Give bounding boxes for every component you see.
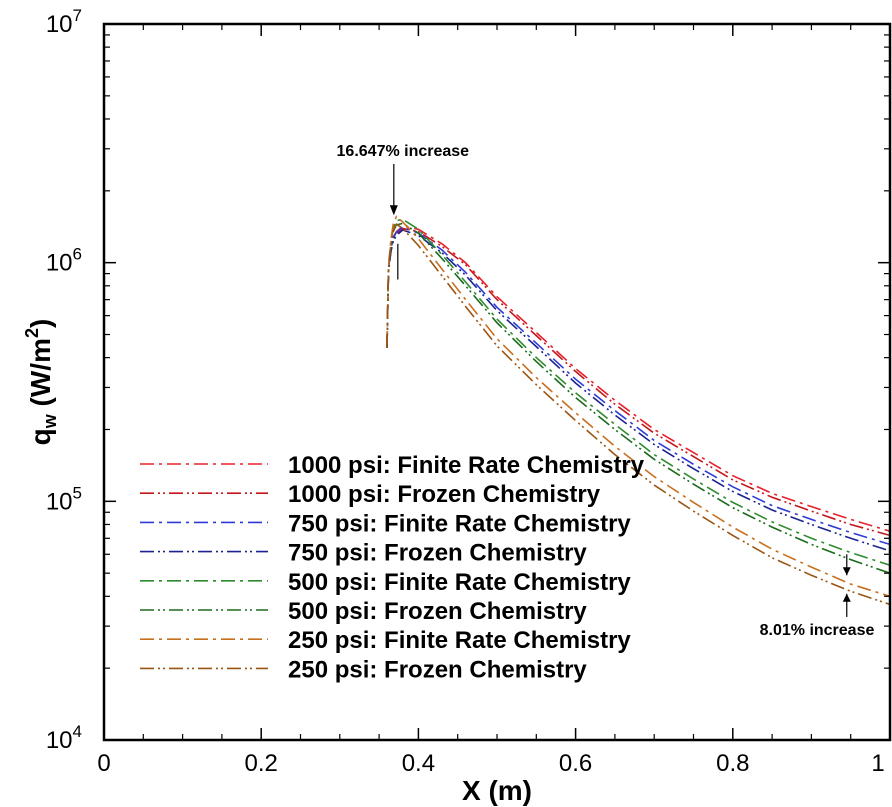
x-tick-label: 0.2 bbox=[245, 750, 278, 777]
y-tick-label: 106 bbox=[46, 245, 82, 277]
legend-label-8: 250 psi: Frozen Chemistry bbox=[288, 656, 587, 683]
y-axis-title-main: q bbox=[25, 428, 56, 445]
legend-label-6: 500 psi: Frozen Chemistry bbox=[288, 598, 587, 625]
annotation-arrow-downstream-upper-head bbox=[842, 567, 851, 576]
legend-label-7: 250 psi: Finite Rate Chemistry bbox=[288, 627, 631, 654]
x-tick-label: 0.8 bbox=[716, 750, 749, 777]
legend-label-4: 750 psi: Frozen Chemistry bbox=[288, 540, 587, 567]
legend-label-2: 1000 psi: Frozen Chemistry bbox=[288, 481, 601, 508]
series-line-3 bbox=[386, 226, 890, 546]
y-axis-title-unit-sup: 2 bbox=[22, 328, 42, 338]
annotation-label-downstream: 8.01% increase bbox=[760, 622, 875, 639]
svg-text:qw (W/m2): qw (W/m2) bbox=[22, 319, 60, 446]
series-line-2 bbox=[386, 227, 890, 537]
y-tick-label: 107 bbox=[46, 6, 82, 38]
series-line-4 bbox=[386, 229, 890, 552]
y-axis-title-unit-prefix: (W/m bbox=[25, 338, 56, 414]
annotation-layer: 16.647% increase 8.01% increase bbox=[337, 143, 875, 639]
y-tick-label: 105 bbox=[46, 483, 82, 515]
y-axis-title-unit-suffix: ) bbox=[25, 319, 56, 328]
annotation-label-peak: 16.647% increase bbox=[337, 143, 470, 160]
y-tick-labels: 104 105 106 107 bbox=[46, 6, 82, 754]
legend-label-5: 500 psi: Finite Rate Chemistry bbox=[288, 569, 631, 596]
y-axis-title: qw (W/m2) bbox=[22, 319, 60, 446]
legend-label-3: 750 psi: Finite Rate Chemistry bbox=[288, 510, 631, 537]
annotation-arrow-peak-head bbox=[389, 205, 398, 216]
x-tick-label: 0 bbox=[97, 750, 110, 777]
annotation-arrow-downstream-lower-head bbox=[842, 593, 851, 602]
y-axis-title-sub: w bbox=[40, 413, 60, 429]
x-tick-label: 0.4 bbox=[402, 750, 435, 777]
series-layer bbox=[386, 215, 890, 606]
legend-label-1: 1000 psi: Finite Rate Chemistry bbox=[288, 452, 645, 479]
series-line-7 bbox=[386, 215, 890, 598]
tick-layer bbox=[103, 23, 891, 741]
x-axis-title: X (m) bbox=[462, 775, 532, 806]
x-tick-labels: 0 0.2 0.4 0.6 0.8 1 bbox=[97, 750, 884, 777]
series-line-5 bbox=[386, 218, 890, 566]
y-tick-label: 104 bbox=[46, 722, 82, 754]
x-tick-label: 0.6 bbox=[559, 750, 592, 777]
x-tick-label: 1 bbox=[871, 750, 884, 777]
series-line-8 bbox=[386, 223, 890, 606]
